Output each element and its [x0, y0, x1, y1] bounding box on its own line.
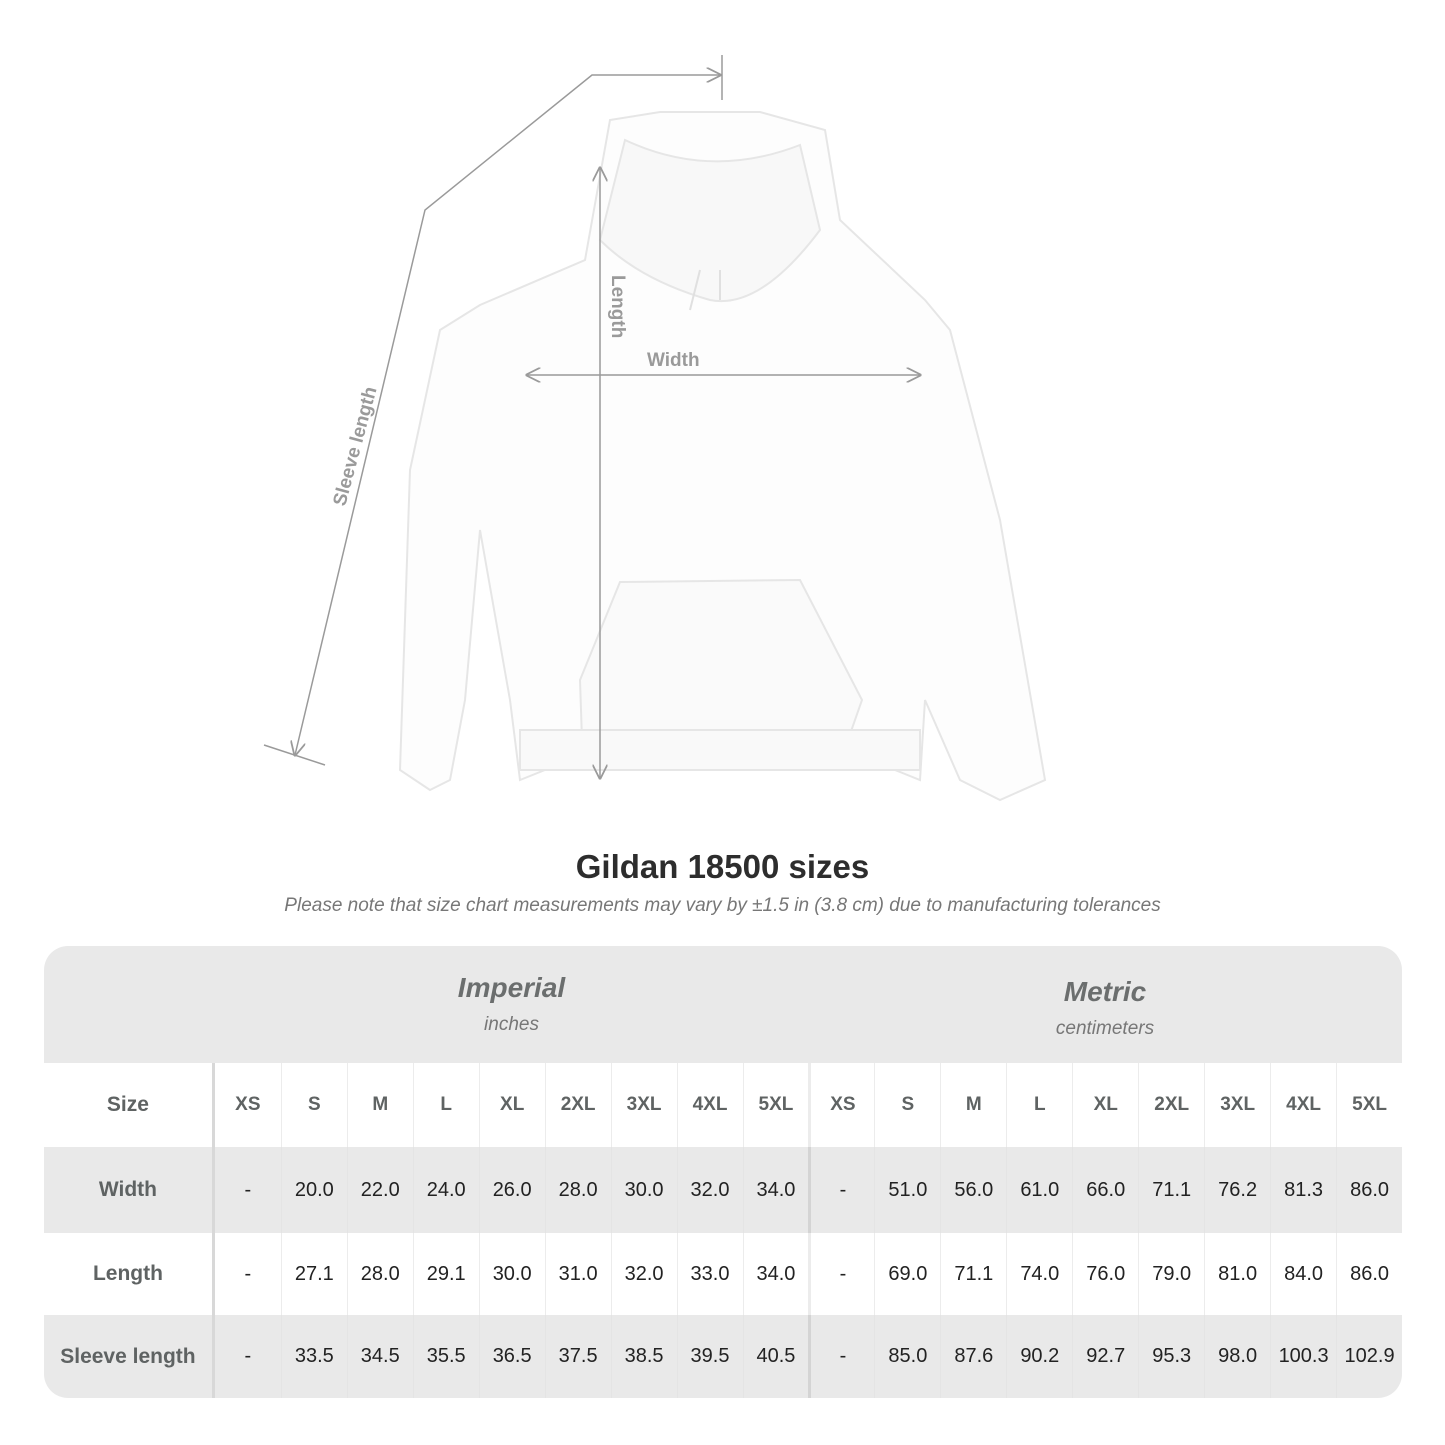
- table-cell: 81.0: [1204, 1233, 1270, 1315]
- size-header-cell: M: [346, 1063, 413, 1147]
- table-cell: 95.3: [1138, 1315, 1204, 1398]
- table-cell: 40.5: [742, 1315, 809, 1398]
- measurement-lines: [263, 55, 920, 778]
- table-cell: 34.5: [346, 1315, 413, 1398]
- table-cell: -: [244, 1178, 252, 1201]
- metric-header: Metric centimeters: [808, 946, 1402, 1063]
- row-label: Length: [44, 1233, 215, 1315]
- table-cell: 92.7: [1072, 1315, 1138, 1398]
- tolerance-note: Please note that size chart measurements…: [284, 895, 1161, 916]
- imperial-label: Imperial: [457, 972, 566, 1003]
- table-cell: 86.0: [1336, 1147, 1402, 1233]
- table-cell: 32.0: [676, 1147, 743, 1233]
- table-row: Width -20.0 22.0 24.0 26.0 28.0 30.0 32.0 34.0-5…: [44, 1147, 1402, 1233]
- table-cell: 51.0: [874, 1147, 940, 1233]
- imperial-header: Imperial inches: [215, 946, 808, 1063]
- table-cell: 38.5: [610, 1315, 677, 1398]
- table-cell: 24.0: [412, 1147, 479, 1233]
- imperial-unit: inches: [484, 1014, 539, 1035]
- table-cell: 28.0: [544, 1147, 611, 1233]
- table-cell: 87.6: [940, 1315, 1006, 1398]
- table-cell: 37.5: [544, 1315, 611, 1398]
- table-cell: 100.3: [1270, 1315, 1336, 1398]
- table-cell: 71.1: [940, 1233, 1006, 1315]
- table-cell: 34.0: [742, 1147, 809, 1233]
- metric-label: Metric: [1063, 976, 1147, 1007]
- width-label: Width: [647, 350, 700, 371]
- table-cell: 36.5: [478, 1315, 545, 1398]
- table-row: Sleeve length - 33.5 34.5 35.5 36.5 37.5 38.5 39…: [44, 1315, 1402, 1398]
- size-header-cell: 3XL: [1204, 1063, 1270, 1147]
- size-header-cell: 5XL: [742, 1063, 809, 1147]
- table-cell: 56.0: [940, 1147, 1006, 1233]
- row-label: Width: [44, 1147, 215, 1233]
- size-header-cell: S: [874, 1063, 940, 1147]
- table-cell: 29.1: [412, 1233, 479, 1315]
- table-cell: 66.0: [1072, 1147, 1138, 1233]
- table-cell: -: [808, 1147, 874, 1233]
- table-cell: 71.1: [1138, 1147, 1204, 1233]
- size-header-cell: M: [940, 1063, 1006, 1147]
- size-header-cell: 4XL: [676, 1063, 743, 1147]
- length-label: Length: [607, 275, 628, 338]
- size-header-row: Size XS S M L XL 2XL 3XL 4XL 5XL XS S M L XL 2XL 3XL 4XL 5…: [44, 1063, 1402, 1147]
- chart-title: Gildan 18500 sizes: [575, 848, 870, 885]
- table-cell: 35.5: [412, 1315, 479, 1398]
- table-cell: -: [808, 1233, 874, 1315]
- table-cell: 26.0: [478, 1147, 545, 1233]
- table-cell: 81.3: [1270, 1147, 1336, 1233]
- table-cell: 34.0: [742, 1233, 809, 1315]
- table-cell: 32.0: [610, 1233, 677, 1315]
- table-cell: 85.0: [874, 1315, 940, 1398]
- hoodie-illustration: Sleeve length Length Width: [263, 55, 1047, 802]
- table-cell: 28.0: [346, 1233, 413, 1315]
- table-cell: 20.0: [280, 1147, 347, 1233]
- table-cell: 39.5: [676, 1315, 743, 1398]
- table-cell: 33.0: [676, 1233, 743, 1315]
- table-cell: 86.0: [1336, 1233, 1402, 1315]
- table-row: Length -27.1 28.0 29.1 30.0 31.0 32.0 33.0 34.0-…: [44, 1233, 1402, 1315]
- sleeve-length-label: Sleeve length: [330, 385, 382, 509]
- table-cell: 90.2: [1006, 1315, 1072, 1398]
- sleeve-length-line: [295, 75, 720, 755]
- table-cell: 84.0: [1270, 1233, 1336, 1315]
- size-header-cell: L: [1006, 1063, 1072, 1147]
- size-header-cell: S: [280, 1063, 347, 1147]
- table-cell: 76.0: [1072, 1233, 1138, 1315]
- size-table: Imperial inches Metric centimeters Size X…: [44, 946, 1402, 1398]
- table-cell: 69.0: [874, 1233, 940, 1315]
- table-cell: -: [244, 1345, 252, 1367]
- table-cell: 61.0: [1006, 1147, 1072, 1233]
- table-cell: 79.0: [1138, 1233, 1204, 1315]
- table-cell: 31.0: [544, 1233, 611, 1315]
- table-cell: 30.0: [610, 1147, 677, 1233]
- hoodie: [398, 111, 1047, 802]
- table-cell: 74.0: [1006, 1233, 1072, 1315]
- table-cell: -: [808, 1315, 874, 1398]
- table-cell: 98.0: [1204, 1315, 1270, 1398]
- table-cell: 33.5: [280, 1315, 347, 1398]
- size-header-cell: XL: [478, 1063, 545, 1147]
- table-cell: -: [244, 1262, 252, 1285]
- size-header-cell: XS: [808, 1063, 874, 1147]
- row-label: Size: [44, 1063, 215, 1147]
- metric-unit: centimeters: [1055, 1018, 1155, 1039]
- table-cell: 27.1: [280, 1233, 347, 1315]
- size-header-cell: 4XL: [1270, 1063, 1336, 1147]
- size-header-cell: 3XL: [610, 1063, 677, 1147]
- table-cell: 76.2: [1204, 1147, 1270, 1233]
- table-cell: 30.0: [478, 1233, 545, 1315]
- size-header-cell: XS: [235, 1094, 261, 1115]
- size-header-cell: L: [412, 1063, 479, 1147]
- size-header-cell: 2XL: [1138, 1063, 1204, 1147]
- size-header-cell: 2XL: [544, 1063, 611, 1147]
- row-label: Sleeve length: [44, 1315, 215, 1398]
- size-header-cell: 5XL: [1336, 1063, 1402, 1147]
- size-header-cell: XL: [1072, 1063, 1138, 1147]
- table-cell: 102.9: [1336, 1315, 1402, 1398]
- table-cell: 22.0: [346, 1147, 413, 1233]
